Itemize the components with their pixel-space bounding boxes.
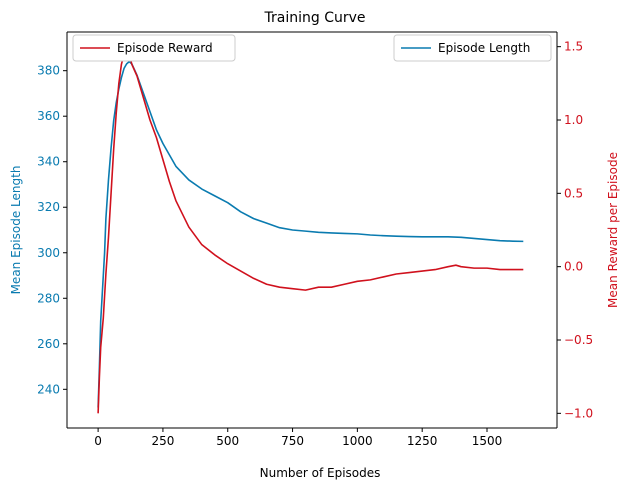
x-tick-label: 1250 <box>407 434 438 448</box>
y-tick-label-left: 320 <box>37 200 60 214</box>
y-tick-label-left: 340 <box>37 155 60 169</box>
y-tick-label-right: 1.0 <box>564 113 583 127</box>
axes-layer: 0 250 500 750 1000 1250 1500 240 260 280 300 320 340… <box>37 31 593 448</box>
y-tick-label-left: 240 <box>37 382 60 396</box>
legend-frame <box>72 34 236 62</box>
series-line-episode-reward <box>97 45 524 414</box>
x-tick-label: 0 <box>94 434 102 448</box>
legend-label-episode-length: Episode Length <box>438 41 530 55</box>
x-tick-label: 750 <box>281 434 304 448</box>
x-axis-label: Number of Episodes <box>260 466 381 480</box>
y-tick-label-right: 0.5 <box>564 186 583 200</box>
x-tick-label: 500 <box>216 434 239 448</box>
y-tick-label-right: 1.5 <box>564 40 583 54</box>
chart-title: Training Curve <box>264 10 366 26</box>
y-tick-label-right: −1.0 <box>564 406 593 420</box>
legend-episode-length: Episode Length <box>393 34 552 62</box>
legend-episode-reward: Episode Reward <box>72 34 236 62</box>
y-tick-label-left: 280 <box>37 291 60 305</box>
y-axis-label-right: Mean Reward per Episode <box>606 152 620 308</box>
y-tick-label-left: 380 <box>37 64 60 78</box>
y-tick-label-left: 360 <box>37 109 60 123</box>
series-line-episode-length <box>97 60 524 408</box>
y-axis-label-left: Mean Episode Length <box>9 166 23 295</box>
y-tick-label-left: 260 <box>37 337 60 351</box>
y-tick-label-left: 300 <box>37 246 60 260</box>
x-tick-label: 250 <box>151 434 174 448</box>
series-layer <box>97 45 524 414</box>
y-tick-label-right: 0.0 <box>564 260 583 274</box>
y-tick-label-right: −0.5 <box>564 333 593 347</box>
legend-frame <box>393 34 552 62</box>
x-tick-label: 1000 <box>342 434 373 448</box>
x-tick-label: 1500 <box>472 434 503 448</box>
legend-label-episode-reward: Episode Reward <box>117 41 213 55</box>
